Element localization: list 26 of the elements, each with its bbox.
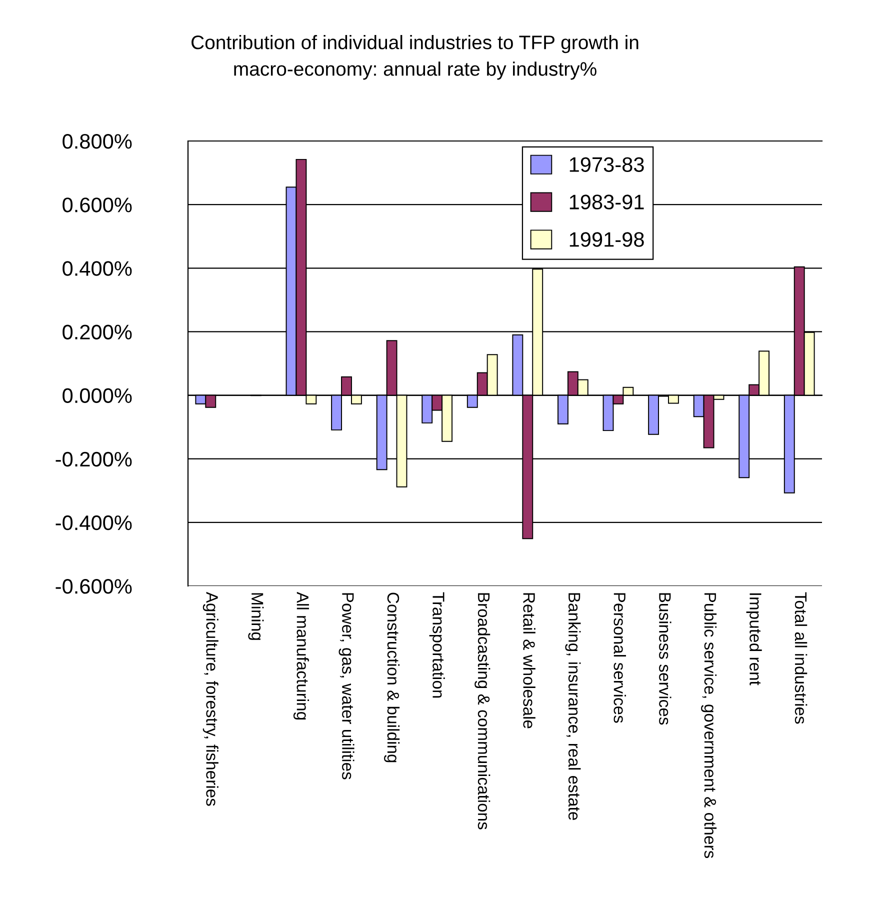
x-tick-label: Total all industries — [794, 592, 808, 724]
y-tick-label: 0.800% — [62, 134, 132, 149]
y-tick-label: 0.600% — [62, 198, 132, 212]
x-tick-label: Mining — [248, 593, 264, 640]
x-tick-label: Construction & building — [384, 592, 400, 762]
x-tick-label: All manufacturing — [293, 592, 309, 720]
y-tick-label: -0.600% — [56, 579, 132, 594]
y-tick-label: 0.400% — [62, 261, 132, 276]
x-tick-label: Personal services — [614, 593, 626, 723]
x-tick-label: Broadcasting & communications — [474, 593, 490, 830]
x-tick-label: Power, gas, water utilities — [338, 593, 354, 780]
x-tick-label: Business services — [659, 593, 672, 725]
y-tick-label: 0.000% — [62, 388, 132, 404]
x-tick-label: Imputed rent — [746, 593, 762, 686]
chart-title: Contribution of individual industries to TFP growth in macro-economy: annual rate by industry% — [192, 35, 638, 80]
x-tick-label: Banking, insurance, real estate — [565, 593, 581, 820]
y-tick-label: 0.200% — [62, 324, 132, 340]
y-tick-label: -0.200% — [56, 452, 132, 467]
x-tick-label: Agriculture, forestry, fisheries — [202, 592, 218, 806]
y-tick-label: -0.400% — [56, 515, 132, 530]
legend-label: 1973-83 — [570, 157, 644, 172]
x-tick-label: Public service, government & others — [701, 593, 717, 858]
legend-label: 1983-91 — [570, 194, 644, 210]
x-tick-label: Transportation — [429, 592, 445, 698]
x-tick-label: Retail & wholesale — [523, 593, 536, 728]
legend-label: 1991-98 — [570, 232, 644, 247]
